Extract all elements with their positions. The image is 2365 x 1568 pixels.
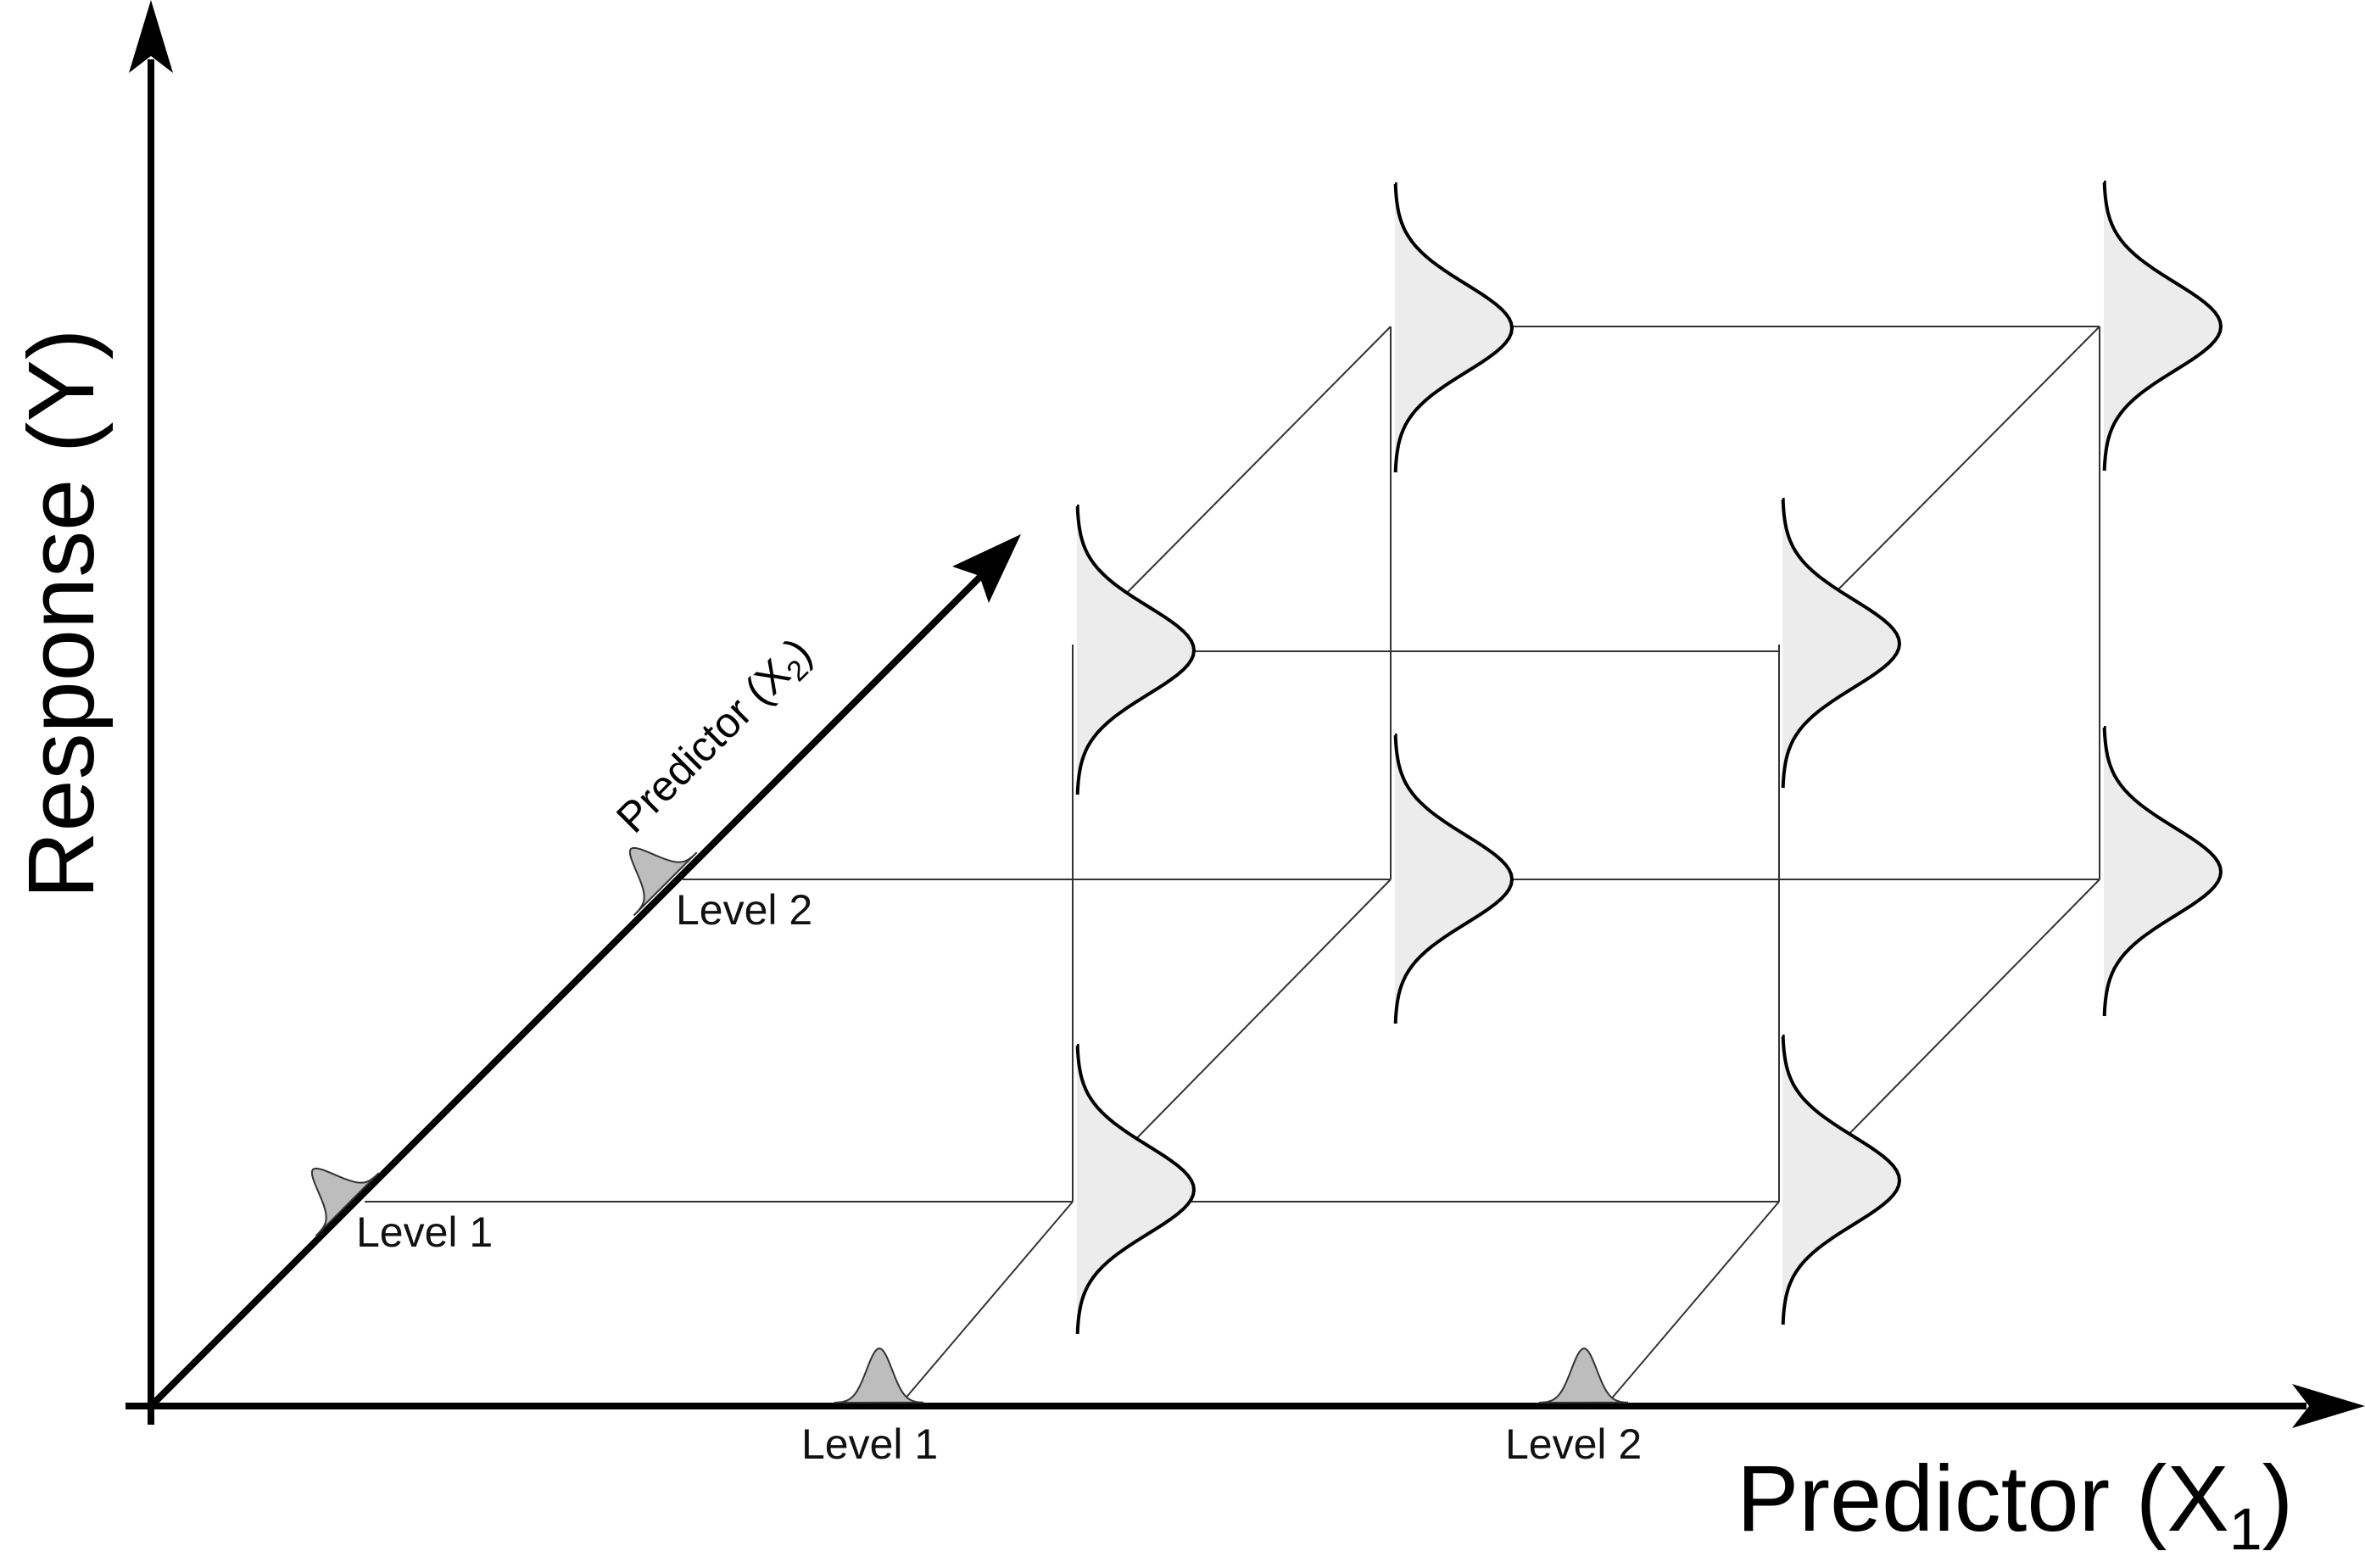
x1-level-2-label: Level 2 bbox=[1505, 1420, 1642, 1468]
y-axis-arrowhead bbox=[129, 0, 173, 73]
distribution-curve bbox=[2102, 726, 2223, 1017]
distribution-curve bbox=[1075, 505, 1196, 795]
level-markers bbox=[310, 846, 1629, 1404]
x2-level-2-marker bbox=[628, 846, 698, 917]
distribution-fill bbox=[1077, 506, 1194, 795]
distribution-fill bbox=[1077, 1046, 1194, 1334]
distribution-fill bbox=[2104, 728, 2221, 1016]
x2-level-1-label: Level 1 bbox=[356, 1208, 493, 1256]
axes bbox=[126, 0, 2365, 1428]
x1-axis-title-close: ) bbox=[2262, 1447, 2294, 1551]
grid-line bbox=[1835, 879, 2100, 1148]
y-axis-title-text: Response (Y) bbox=[9, 328, 114, 899]
x1-axis-title: Predictor (X1) bbox=[1737, 1447, 2293, 1562]
y-axis-title: Response (Y) bbox=[9, 328, 114, 899]
grid-line bbox=[1604, 1201, 1780, 1407]
x2-level-1-marker bbox=[310, 1167, 380, 1237]
x1-level-1-marker bbox=[834, 1347, 924, 1404]
distribution-curve bbox=[1781, 498, 1902, 789]
distribution-fill bbox=[1782, 499, 1899, 788]
grid-lines bbox=[365, 326, 2100, 1407]
x2-level-2-marker-group bbox=[628, 846, 698, 917]
distribution-curve bbox=[1781, 1035, 1902, 1325]
distribution-curve bbox=[1393, 182, 1514, 473]
grid-line bbox=[1127, 879, 1392, 1148]
x2-axis-title: Predictor (X2) bbox=[607, 628, 824, 845]
x1-level-1-label: Level 1 bbox=[801, 1420, 938, 1468]
distribution-fill bbox=[1782, 1036, 1899, 1325]
x1-axis-arrowhead bbox=[2292, 1384, 2365, 1428]
x1-level-2-marker bbox=[1539, 1347, 1629, 1404]
x2-axis-arrowhead bbox=[952, 534, 1021, 603]
grid-line bbox=[1835, 326, 2100, 593]
x1-axis-title-subscript: 1 bbox=[2229, 1496, 2262, 1562]
distribution-curve bbox=[2102, 181, 2223, 472]
grid-line bbox=[1127, 326, 1392, 593]
distribution-fill bbox=[1395, 735, 1512, 1024]
distribution-curve bbox=[1075, 1044, 1196, 1335]
distribution-curve bbox=[1393, 734, 1514, 1024]
x2-axis-title-main: Predictor (X bbox=[607, 650, 799, 842]
svg-text:Predictor (X2): Predictor (X2) bbox=[607, 628, 824, 845]
distribution-curves bbox=[1075, 181, 2223, 1335]
x2-axis-line bbox=[148, 566, 990, 1409]
x1-axis-title-main: Predictor (X bbox=[1737, 1447, 2229, 1551]
distribution-fill bbox=[1395, 184, 1512, 472]
x2-level-2-label: Level 2 bbox=[676, 886, 812, 934]
distribution-fill bbox=[2104, 182, 2221, 471]
x2-level-1-marker-group bbox=[310, 1167, 380, 1237]
grid-line bbox=[898, 1201, 1074, 1407]
